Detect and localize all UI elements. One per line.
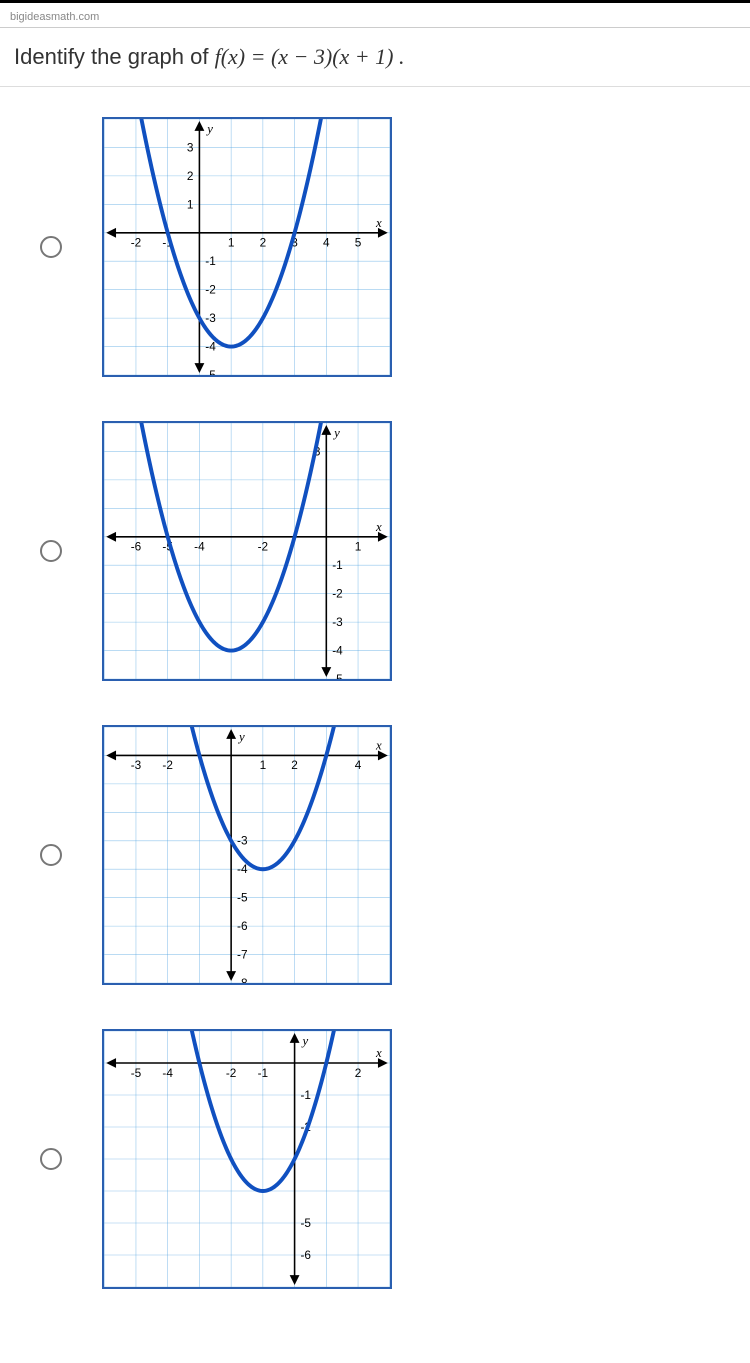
svg-text:-4: -4	[332, 643, 343, 657]
svg-text:-2: -2	[258, 540, 269, 554]
svg-text:-4: -4	[205, 339, 216, 353]
svg-text:y: y	[332, 426, 340, 440]
svg-text:-3: -3	[332, 615, 343, 629]
radio-1[interactable]	[40, 236, 62, 258]
option-3[interactable]: -3 -2 1 2 4 -3 -4 -5 -6 -7 -8 x y	[10, 725, 740, 985]
svg-text:y: y	[300, 1034, 308, 1048]
options-list: -2-112345123-1-2-3-4-5xy -6-5-4-213-1-2-…	[0, 87, 750, 1363]
svg-text:-8: -8	[237, 976, 248, 983]
svg-text:5: 5	[355, 236, 362, 250]
svg-text:-6: -6	[300, 1248, 311, 1262]
question-formula: f(x) = (x − 3)(x + 1) .	[215, 44, 405, 69]
radio-2[interactable]	[40, 540, 62, 562]
svg-text:-5: -5	[300, 1216, 311, 1230]
svg-text:-3: -3	[131, 758, 142, 772]
svg-text:-7: -7	[237, 947, 248, 961]
svg-text:1: 1	[260, 758, 267, 772]
svg-text:x: x	[375, 216, 382, 230]
svg-text:3: 3	[187, 140, 194, 154]
svg-text:-2: -2	[162, 758, 173, 772]
graph-4: -5-4-2-12-1-2-5-6xy	[102, 1029, 392, 1289]
svg-text:1: 1	[228, 236, 235, 250]
svg-text:-2: -2	[332, 587, 343, 601]
svg-text:-3: -3	[237, 834, 248, 848]
svg-text:-5: -5	[237, 891, 248, 905]
svg-text:-2: -2	[131, 236, 142, 250]
graph-1: -2-112345123-1-2-3-4-5xy	[102, 117, 392, 377]
svg-text:2: 2	[291, 758, 298, 772]
svg-text:y: y	[205, 122, 213, 136]
svg-text:2: 2	[260, 236, 267, 250]
svg-text:4: 4	[355, 758, 362, 772]
svg-text:1: 1	[187, 197, 194, 211]
svg-text:-6: -6	[131, 540, 142, 554]
svg-text:-5: -5	[205, 368, 216, 375]
svg-text:-4: -4	[162, 1066, 173, 1080]
option-4[interactable]: -5-4-2-12-1-2-5-6xy	[10, 1029, 740, 1289]
radio-4[interactable]	[40, 1148, 62, 1170]
question-prefix: Identify the graph of	[14, 44, 215, 69]
svg-text:-1: -1	[258, 1066, 269, 1080]
svg-text:-2: -2	[226, 1066, 237, 1080]
question-text: Identify the graph of f(x) = (x − 3)(x +…	[14, 44, 404, 69]
url-hint: bigideasmath.com	[0, 7, 750, 28]
svg-text:-5: -5	[332, 672, 343, 679]
svg-text:-5: -5	[131, 1066, 142, 1080]
svg-text:y: y	[237, 730, 245, 744]
svg-text:-6: -6	[237, 919, 248, 933]
svg-text:-1: -1	[300, 1088, 311, 1102]
svg-text:2: 2	[187, 169, 194, 183]
svg-text:x: x	[375, 739, 382, 753]
graph-2: -6-5-4-213-1-2-3-4-5xy	[102, 421, 392, 681]
svg-text:-1: -1	[332, 558, 343, 572]
svg-text:4: 4	[323, 236, 330, 250]
svg-text:-2: -2	[205, 283, 216, 297]
radio-3[interactable]	[40, 844, 62, 866]
option-1[interactable]: -2-112345123-1-2-3-4-5xy	[10, 117, 740, 377]
question-container: Identify the graph of f(x) = (x − 3)(x +…	[0, 28, 750, 87]
svg-text:-3: -3	[205, 311, 216, 325]
svg-text:-1: -1	[205, 254, 216, 268]
graph-3: -3 -2 1 2 4 -3 -4 -5 -6 -7 -8 x y	[102, 725, 392, 985]
option-2[interactable]: -6-5-4-213-1-2-3-4-5xy	[10, 421, 740, 681]
svg-text:1: 1	[355, 540, 362, 554]
svg-text:2: 2	[355, 1066, 362, 1080]
svg-text:-4: -4	[194, 540, 205, 554]
svg-text:x: x	[375, 1046, 382, 1060]
svg-text:-4: -4	[237, 862, 248, 876]
svg-text:x: x	[375, 520, 382, 534]
